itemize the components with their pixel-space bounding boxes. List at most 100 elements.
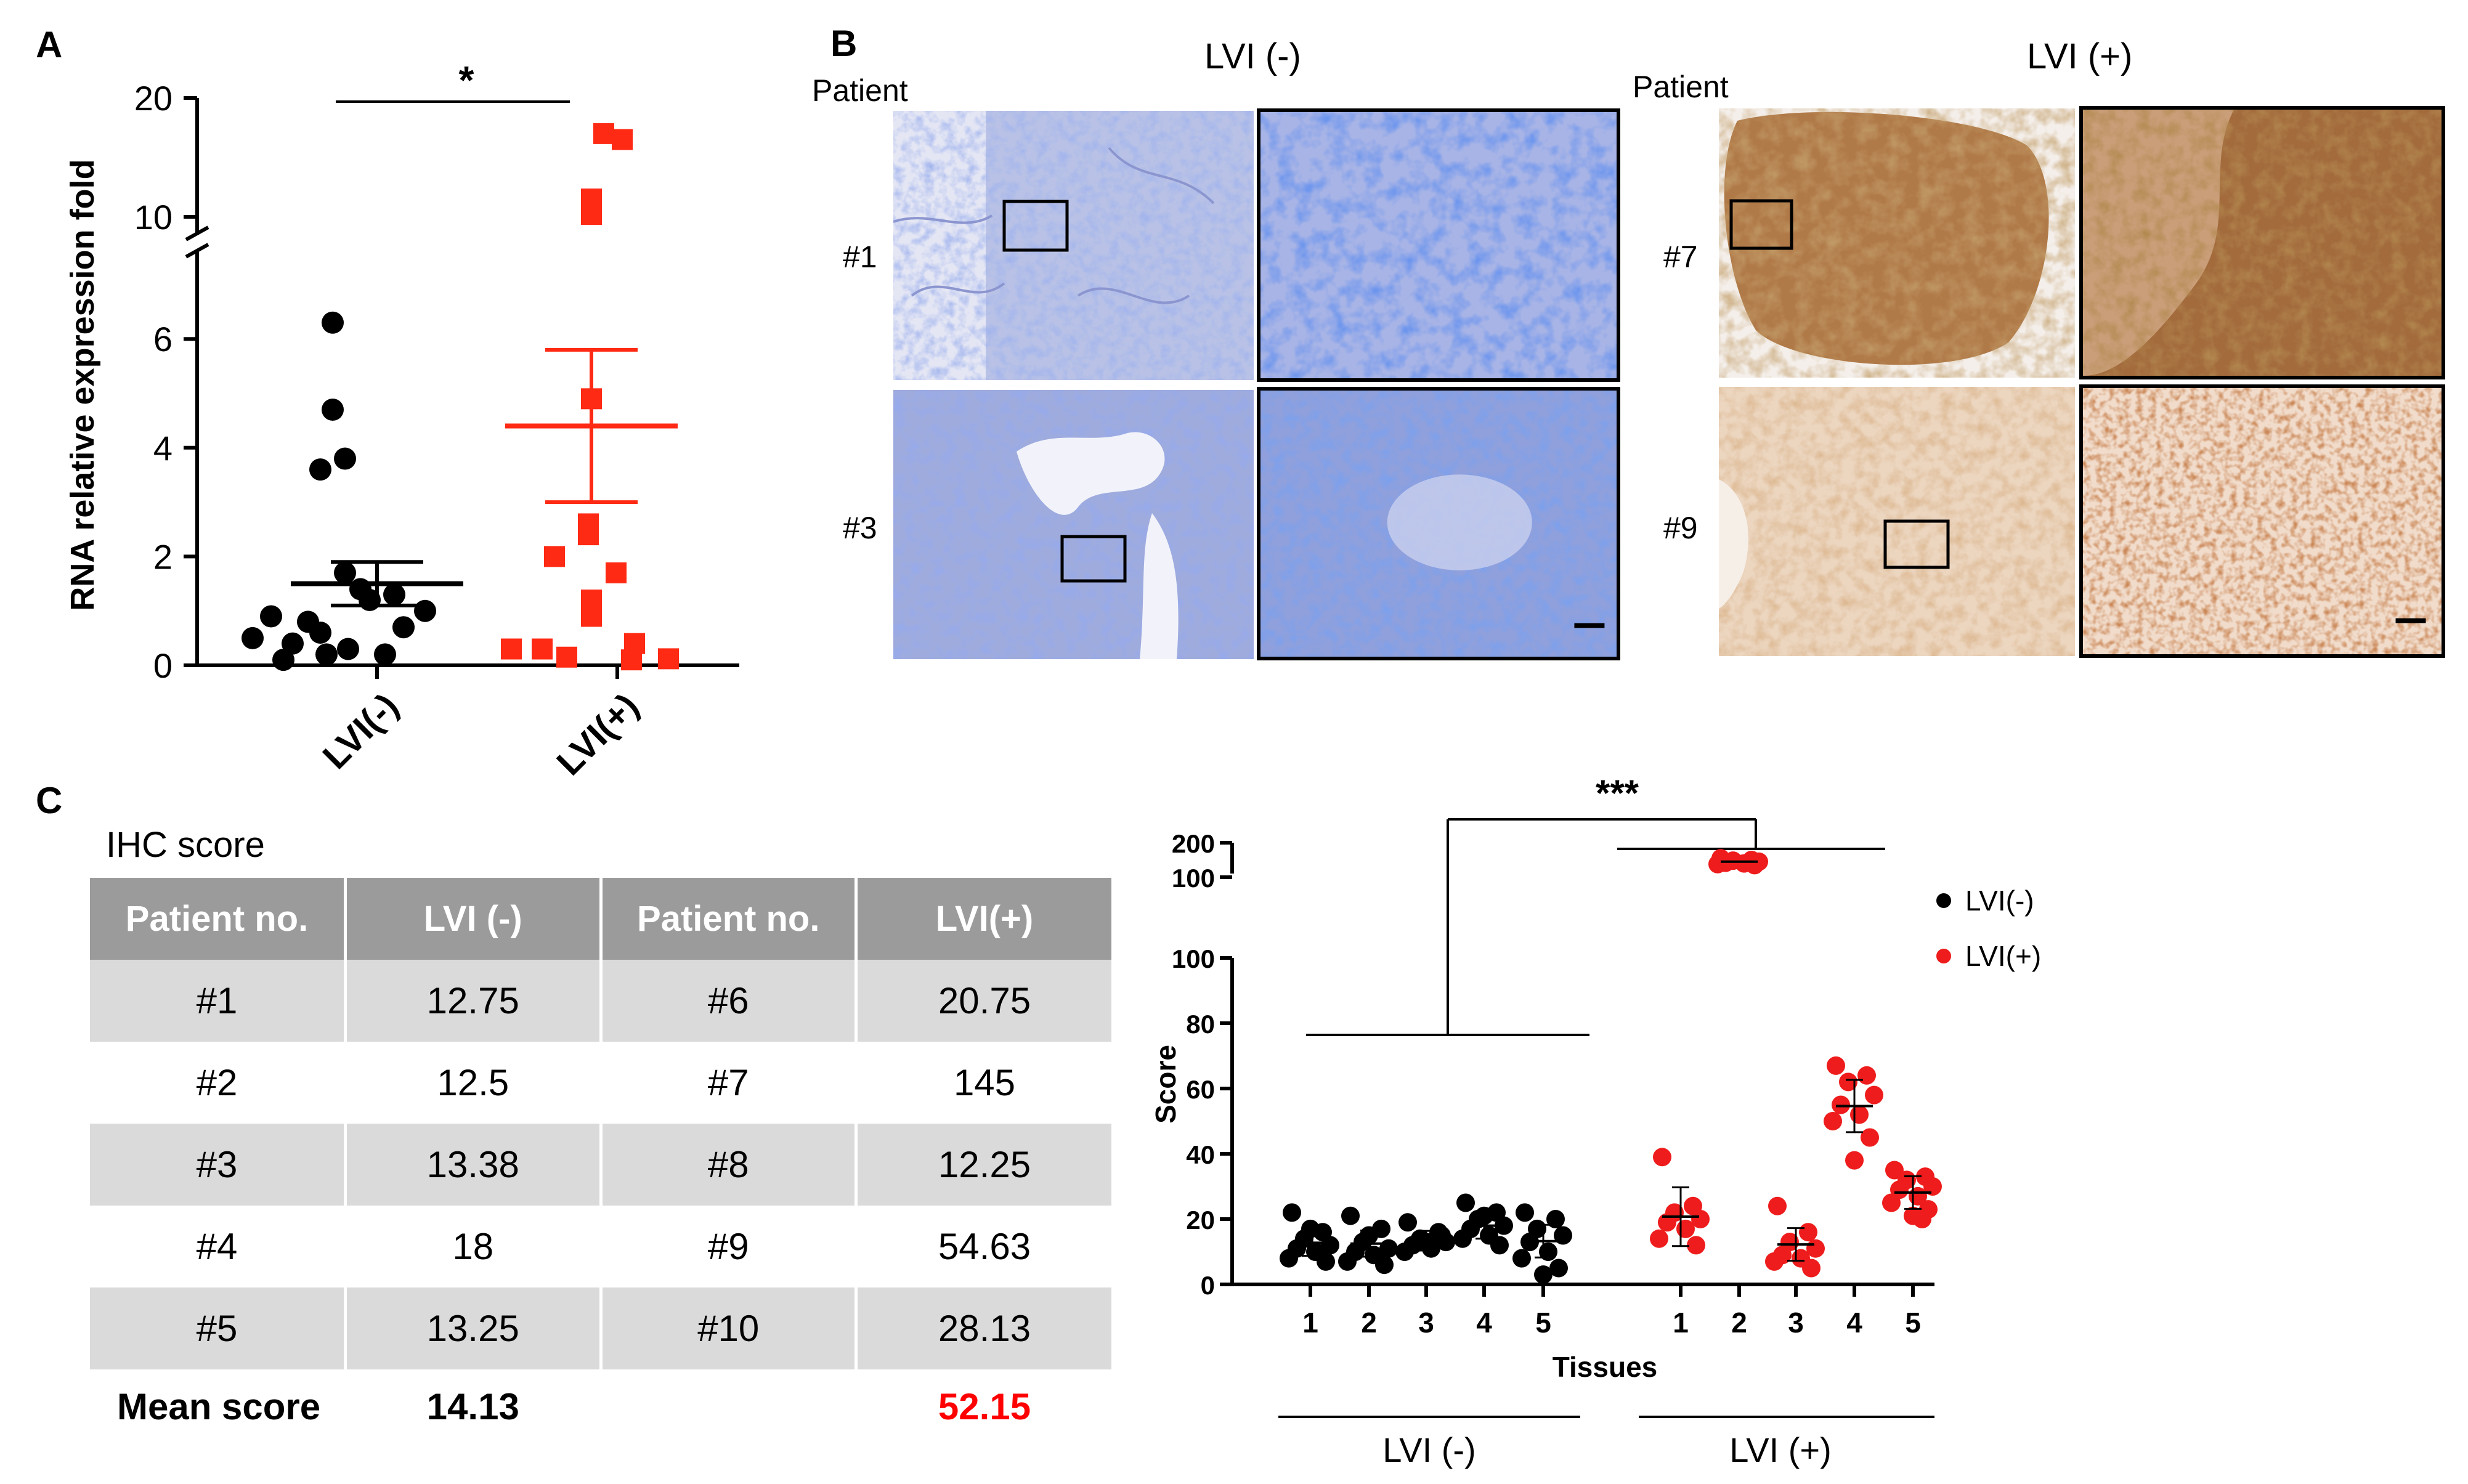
table-cell: 54.63 (854, 1206, 1111, 1287)
data-point-lvi-pos (1861, 1128, 1879, 1147)
table-cell: 145 (854, 1042, 1111, 1124)
data-point-lvi-pos (556, 646, 577, 668)
table-cell: #1 (90, 960, 346, 1042)
data-point-lvi-neg (1341, 1206, 1360, 1225)
table-cell: 13.25 (344, 1287, 601, 1369)
inset-box (1002, 200, 1069, 252)
group-label-neg: LVI (-) (1382, 1430, 1476, 1469)
table-cell: #9 (599, 1206, 856, 1287)
panel-a-letter: A (36, 24, 63, 65)
micrograph-patient-9-high (2079, 384, 2445, 658)
scale-bar (1574, 623, 1605, 628)
mean-score-empty (599, 1369, 856, 1443)
data-point-lvi-pos (1687, 1236, 1705, 1255)
data-point-lvi-pos (1745, 856, 1764, 875)
data-point-lvi-neg (414, 599, 436, 622)
table-cell: 12.5 (344, 1042, 601, 1124)
data-point-lvi-neg (334, 447, 356, 470)
axis-break-mark (185, 225, 209, 241)
legend-label-neg: LVI(-) (1965, 885, 2034, 917)
x-tick-label: 2 (1361, 1307, 1377, 1339)
data-point-lvi-pos (593, 123, 614, 144)
mean-score-label: Mean score (117, 1385, 321, 1427)
x-tick-label: 5 (1905, 1307, 1921, 1339)
data-point-lvi-pos (1845, 1151, 1864, 1170)
data-point-lvi-neg (1456, 1193, 1475, 1212)
table-header-row: Patient no. LVI (-) Patient no. LVI(+) (90, 878, 1111, 960)
significance-label: *** (1596, 772, 1639, 814)
x-tick-label: 2 (1731, 1307, 1747, 1339)
inset-box (1729, 199, 1793, 250)
patient-label-left: Patient (812, 73, 908, 108)
table-row: #1 12.75 #6 20.75 (90, 960, 1111, 1042)
table-cell: 13.38 (344, 1124, 601, 1206)
table-cell: #6 (599, 960, 856, 1042)
data-point-lvi-pos (581, 204, 602, 225)
table-cell: #4 (196, 1226, 238, 1267)
data-point-lvi-neg (1549, 1259, 1568, 1278)
y-tick-label: 100 (1172, 864, 1215, 893)
data-point-lvi-pos (658, 648, 679, 670)
y-tick-label: 40 (1186, 1140, 1215, 1169)
y-tick-label: 200 (1172, 829, 1215, 858)
row-label-7: #7 (1663, 240, 1698, 274)
data-point-lvi-pos (1824, 1112, 1842, 1130)
data-point-lvi-neg (1283, 1203, 1301, 1222)
table-cell: #5 (90, 1287, 346, 1369)
data-point-lvi-pos (1882, 1193, 1901, 1212)
table-cell: #3 (90, 1124, 346, 1206)
data-point-lvi-pos (501, 638, 522, 660)
data-point-lvi-pos (1650, 1229, 1668, 1248)
y-axis-label: RNA relative expression fold (64, 159, 101, 610)
x-axis-label: Tissues (1553, 1351, 1657, 1383)
data-point-lvi-pos (1765, 1252, 1784, 1271)
lvi-neg-title: LVI (-) (1204, 36, 1301, 76)
y-tick-label: 60 (1186, 1075, 1215, 1104)
data-point-lvi-neg (1321, 1236, 1339, 1255)
data-point-lvi-neg (1516, 1203, 1534, 1222)
data-point-lvi-neg (1317, 1252, 1335, 1271)
data-point-lvi-neg (374, 643, 396, 666)
data-point-lvi-neg (1512, 1249, 1531, 1268)
data-point-lvi-pos (1768, 1196, 1787, 1215)
data-point-lvi-neg (337, 638, 359, 660)
header-lvi-pos: LVI(+) (854, 878, 1111, 960)
panel-c-letter: C (36, 780, 63, 821)
data-point-lvi-pos (1799, 1223, 1817, 1242)
data-point-lvi-neg (1395, 1243, 1414, 1261)
row-label-9: #9 (1663, 511, 1698, 545)
data-point-lvi-neg (392, 616, 415, 639)
panel-b-letter: B (830, 23, 858, 64)
x-tick-label: 4 (1846, 1307, 1862, 1339)
x-tick-label: 1 (1673, 1307, 1689, 1339)
data-point-lvi-pos (581, 606, 602, 627)
data-point-lvi-pos (1827, 1056, 1845, 1075)
table-cell: #2 (196, 1062, 238, 1103)
x-tick-label: 3 (1418, 1307, 1434, 1339)
y-tick-label: 0 (1201, 1271, 1215, 1300)
micrograph-patient-3-low (893, 390, 1254, 659)
y-tick-label: 20 (1186, 1206, 1215, 1235)
data-point-lvi-neg (260, 605, 282, 628)
data-point-lvi-pos (606, 562, 627, 583)
data-point-lvi-neg (1546, 1210, 1565, 1228)
y-tick-label: 2 (153, 537, 173, 576)
data-point-lvi-neg (309, 458, 331, 481)
data-point-lvi-pos (544, 546, 565, 567)
micrograph-patient-7-high (2079, 106, 2445, 379)
data-point-lvi-neg (1398, 1213, 1417, 1232)
inset-box (1060, 535, 1127, 583)
header-lvi-neg: LVI (-) (344, 878, 601, 960)
table-row: #3 13.38 #8 12.25 (90, 1124, 1111, 1206)
table-cell: #8 (599, 1124, 856, 1206)
data-point-lvi-neg (1338, 1252, 1357, 1271)
data-point-lvi-pos (1708, 854, 1727, 874)
data-point-lvi-pos (1802, 1259, 1821, 1278)
row-label-1: #1 (843, 240, 877, 274)
ihc-score-chart: 0 20 40 60 80 100 100 200 Score Tissues 1 2 3 4 5 1 2 3 4 5… (1150, 772, 2041, 1469)
data-point-lvi-neg (309, 622, 331, 644)
data-point-lvi-pos (621, 649, 642, 671)
group-label-pos: LVI (+) (1729, 1430, 1831, 1469)
data-point-lvi-pos (1839, 1072, 1857, 1092)
y-tick-label: 0 (153, 646, 173, 685)
